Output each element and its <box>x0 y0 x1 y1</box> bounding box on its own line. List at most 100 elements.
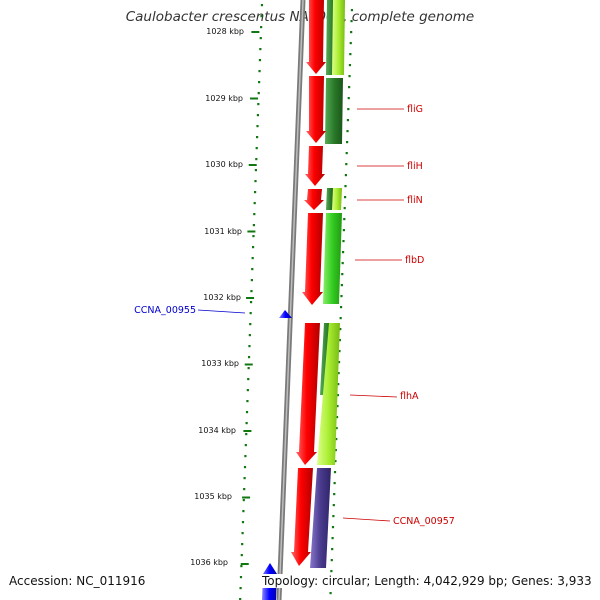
cds-arrow-CCNA_00957 <box>291 468 313 566</box>
gc-dot <box>241 543 244 546</box>
cog-segment <box>310 468 331 568</box>
gc-dot <box>248 345 251 348</box>
tick-mark <box>250 97 259 100</box>
gc-dot <box>348 75 351 78</box>
gc-dot <box>246 400 249 403</box>
gc-dot <box>255 147 258 150</box>
tick-label: 1033 kbp <box>201 359 239 368</box>
gc-dot <box>254 169 258 172</box>
gc-dot <box>256 136 259 139</box>
tick-mark <box>242 496 251 499</box>
gene-label-flbD[interactable]: flbD <box>405 255 424 266</box>
gc-dot <box>336 394 339 397</box>
gc-dot <box>258 81 261 84</box>
gc-dot <box>250 279 253 282</box>
gc-dot <box>251 246 255 249</box>
gc-dot <box>344 185 347 188</box>
tick-mark <box>247 230 256 233</box>
gc-dot <box>337 383 340 386</box>
gc-dot <box>342 240 345 243</box>
gc-dot <box>343 207 346 210</box>
gc-dot <box>260 26 263 29</box>
gc-dot <box>247 378 250 381</box>
leader-line <box>197 309 246 314</box>
gc-dot <box>243 488 246 491</box>
tick-mark <box>240 563 249 565</box>
gc-dot <box>250 290 253 293</box>
cog-segment <box>323 213 342 304</box>
gc-dot <box>340 295 343 298</box>
gc-dot <box>337 361 341 364</box>
gc-dot <box>334 460 337 463</box>
gc-dot <box>348 64 352 67</box>
gc-dot <box>253 213 256 216</box>
gc-dot <box>239 587 242 590</box>
cds-arrow-fliN <box>304 189 324 210</box>
gc-dot <box>249 312 252 315</box>
cds-arrow-CCNA_00955 <box>279 310 292 318</box>
gc-dot <box>256 114 260 117</box>
gc-dot <box>242 499 245 502</box>
genome-backbone-highlight <box>278 0 304 600</box>
leader-line <box>342 517 391 522</box>
gc-dot <box>329 592 332 595</box>
gc-dot <box>249 323 252 326</box>
gc-dot <box>254 180 257 183</box>
tick-label: 1028 kbp <box>206 27 244 36</box>
gc-dot <box>341 262 344 265</box>
gene-label-fliG[interactable]: fliG <box>407 104 423 115</box>
gene-label-flhA[interactable]: flhA <box>400 391 419 402</box>
gc-dot <box>257 92 260 95</box>
tick-label: 1031 kbp <box>204 227 242 236</box>
gc-dot <box>341 251 345 254</box>
gc-dot <box>246 389 249 392</box>
cog-segment <box>332 0 345 75</box>
gene-label-fliH[interactable]: fliH <box>407 161 423 172</box>
gc-dot <box>346 141 349 144</box>
gc-dot <box>260 15 263 18</box>
gc-dot <box>248 334 251 337</box>
gc-dot <box>241 521 245 524</box>
cds-arrow-flbD <box>302 213 323 305</box>
gc-dot <box>245 411 249 414</box>
gc-dot <box>330 559 333 562</box>
gc-dot <box>253 202 256 205</box>
gc-dot <box>343 218 346 221</box>
gc-dot <box>347 97 350 100</box>
gene-label-CCNA_00955[interactable]: CCNA_00955 <box>134 305 196 316</box>
gc-dot <box>342 229 345 232</box>
gc-dot <box>340 284 343 287</box>
tick-mark <box>244 363 253 366</box>
tick-label: 1036 kbp <box>190 558 228 567</box>
gc-dot <box>346 119 350 122</box>
gc-dot <box>334 449 337 452</box>
gc-dot <box>259 37 262 40</box>
gc-dot <box>249 301 253 304</box>
gc-dot <box>333 471 337 474</box>
gc-dot <box>350 9 354 12</box>
gc-dot <box>348 86 351 89</box>
tick-labels: 1028 kbp 1029 kbp 1030 kbp 1031 kbp 1032… <box>190 27 244 567</box>
cog-segment <box>325 78 343 144</box>
gc-dot <box>331 548 334 551</box>
gc-dot <box>341 273 344 276</box>
gc-dot <box>243 466 247 469</box>
gene-label-CCNA_00957[interactable]: CCNA_00957 <box>393 516 455 527</box>
tick-mark <box>243 430 252 432</box>
gc-dot <box>333 493 336 496</box>
gene-label-fliN[interactable]: fliN <box>407 195 423 206</box>
gc-dot <box>345 163 348 166</box>
cog-segment <box>332 188 342 210</box>
gc-dot <box>251 268 254 271</box>
cds-arrow-fliG <box>306 76 326 143</box>
accession-text: Accession: NC_011916 <box>9 574 146 588</box>
tick-label: 1034 kbp <box>198 426 236 435</box>
gc-dot <box>251 257 254 260</box>
gc-dot <box>338 339 341 342</box>
gc-dot <box>343 196 347 199</box>
gc-dot <box>240 554 243 557</box>
tick-mark <box>248 164 257 166</box>
cds-arrow-fliH <box>305 146 325 186</box>
gc-dot <box>242 510 245 513</box>
gc-dot <box>256 125 259 128</box>
